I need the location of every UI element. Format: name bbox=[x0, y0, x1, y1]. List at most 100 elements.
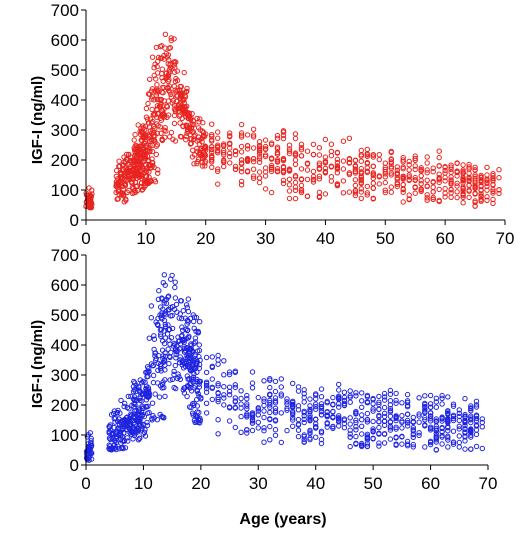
data-point bbox=[376, 430, 382, 436]
data-point bbox=[353, 390, 359, 396]
data-point bbox=[155, 315, 161, 322]
data-point bbox=[169, 376, 176, 383]
data-point bbox=[280, 177, 287, 184]
data-point bbox=[358, 195, 364, 202]
data-point bbox=[118, 191, 125, 198]
data-point bbox=[215, 166, 221, 172]
data-point bbox=[161, 127, 168, 133]
data-point bbox=[313, 416, 319, 423]
x-tick-label: 0 bbox=[81, 474, 90, 493]
data-point bbox=[370, 185, 376, 191]
data-point bbox=[412, 166, 418, 173]
data-point bbox=[353, 409, 359, 415]
data-point bbox=[151, 65, 157, 71]
data-point bbox=[186, 361, 193, 368]
data-point bbox=[307, 427, 313, 434]
data-point bbox=[114, 196, 120, 202]
data-point bbox=[185, 327, 191, 333]
data-point bbox=[316, 152, 323, 158]
data-point bbox=[116, 416, 122, 422]
data-point bbox=[146, 179, 153, 185]
data-point bbox=[250, 175, 257, 182]
data-point bbox=[131, 426, 138, 432]
data-point bbox=[194, 388, 201, 394]
data-point bbox=[226, 418, 233, 424]
data-point bbox=[209, 363, 216, 369]
data-point bbox=[292, 131, 299, 137]
data-point bbox=[433, 433, 439, 439]
data-point bbox=[490, 200, 496, 207]
data-point bbox=[370, 172, 376, 179]
data-point bbox=[316, 189, 323, 196]
data-point bbox=[318, 428, 325, 434]
data-point bbox=[404, 417, 411, 424]
data-point bbox=[179, 324, 185, 330]
data-point bbox=[450, 401, 457, 407]
data-point bbox=[196, 381, 202, 387]
data-point bbox=[272, 418, 279, 424]
data-point bbox=[370, 180, 376, 186]
data-point bbox=[439, 434, 445, 440]
data-point bbox=[267, 404, 273, 411]
data-point bbox=[318, 394, 325, 400]
data-point bbox=[370, 408, 376, 414]
data-point bbox=[195, 330, 201, 336]
data-point bbox=[430, 196, 436, 202]
data-point bbox=[410, 441, 416, 448]
data-point bbox=[139, 130, 145, 136]
data-point bbox=[172, 295, 179, 301]
data-point bbox=[262, 169, 269, 175]
data-point bbox=[490, 175, 496, 181]
data-point bbox=[436, 198, 442, 205]
data-point bbox=[478, 198, 484, 204]
data-point bbox=[134, 175, 140, 182]
data-point bbox=[203, 380, 210, 387]
data-point bbox=[123, 196, 129, 202]
data-point bbox=[318, 406, 325, 412]
data-point bbox=[158, 130, 164, 137]
data-point bbox=[160, 353, 166, 359]
data-point bbox=[178, 298, 185, 304]
data-point bbox=[147, 76, 153, 83]
data-point bbox=[194, 115, 200, 122]
data-point bbox=[238, 169, 245, 175]
data-point bbox=[123, 177, 130, 184]
data-point bbox=[439, 401, 445, 407]
data-point bbox=[209, 149, 215, 155]
data-point bbox=[364, 443, 371, 450]
data-point bbox=[143, 383, 150, 389]
data-point bbox=[149, 160, 155, 166]
data-point bbox=[404, 411, 411, 418]
data-point bbox=[126, 173, 132, 180]
data-point bbox=[468, 446, 474, 452]
data-point bbox=[318, 403, 325, 410]
data-point bbox=[121, 191, 127, 198]
data-point bbox=[328, 153, 335, 159]
data-point bbox=[232, 382, 239, 388]
data-point bbox=[280, 155, 287, 162]
data-point bbox=[359, 442, 365, 449]
data-point bbox=[286, 166, 293, 172]
data-point bbox=[155, 170, 161, 176]
data-point bbox=[422, 401, 428, 408]
data-point bbox=[144, 153, 151, 160]
data-point bbox=[137, 377, 144, 383]
data-point bbox=[166, 353, 173, 360]
data-point bbox=[156, 96, 162, 103]
data-point bbox=[249, 369, 256, 375]
data-point bbox=[190, 312, 197, 318]
data-point bbox=[209, 154, 215, 161]
data-point bbox=[238, 395, 244, 402]
data-point bbox=[433, 437, 439, 443]
data-point bbox=[462, 420, 468, 426]
data-point bbox=[156, 394, 163, 400]
data-point bbox=[433, 427, 439, 434]
data-point bbox=[388, 165, 394, 172]
data-point bbox=[156, 288, 162, 294]
data-point bbox=[138, 154, 144, 161]
data-point bbox=[381, 440, 388, 446]
data-point bbox=[393, 413, 399, 419]
data-point bbox=[422, 407, 428, 413]
data-point bbox=[200, 120, 206, 126]
y-tick-label: 200 bbox=[51, 396, 79, 415]
